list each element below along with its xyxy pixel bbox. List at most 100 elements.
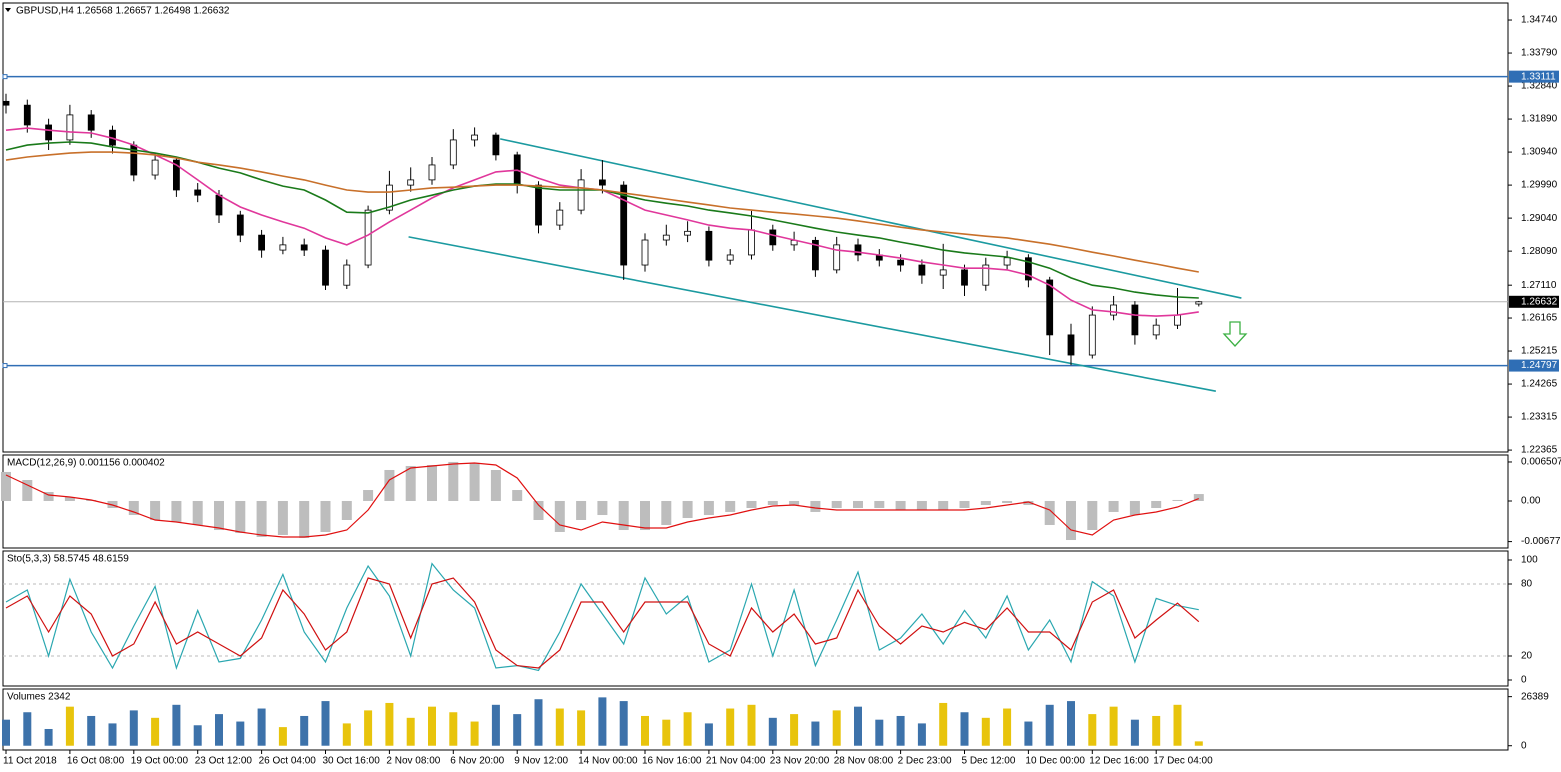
volume-bar [470, 721, 479, 746]
candle-body [961, 269, 968, 286]
volume-bar [65, 706, 74, 746]
volume-bar [981, 717, 990, 746]
panel-frame [2, 454, 1509, 549]
macd-bar [320, 500, 331, 532]
volume-bar [896, 715, 905, 746]
y-tick-label: 1.22365 [1521, 445, 1558, 456]
y-tick-label: 1.29040 [1521, 213, 1558, 224]
x-tick-label: 2 Dec 23:00 [898, 756, 952, 767]
macd-bar [341, 500, 352, 520]
volume-bar [875, 719, 884, 746]
volume-bar [960, 712, 969, 746]
volume-bar [1194, 741, 1203, 746]
volume-bar [1024, 721, 1033, 746]
volume-bar [385, 702, 394, 746]
candle-body [45, 124, 52, 141]
x-tick-label: 16 Nov 16:00 [642, 756, 702, 767]
volume-bar [1003, 708, 1012, 746]
price-label: 1.26632 [1521, 296, 1558, 307]
candle-body [1195, 301, 1203, 305]
macd-bar [277, 500, 288, 535]
y-tick-label: 0.006507 [1521, 457, 1561, 468]
volume-bar [854, 706, 862, 746]
x-tick-label: 23 Oct 12:00 [195, 756, 253, 767]
volume-bar [513, 714, 522, 746]
x-tick-label: 21 Nov 04:00 [706, 756, 766, 767]
oscillator-line [5, 577, 1200, 669]
x-tick-label: 17 Dec 04:00 [1153, 756, 1213, 767]
y-tick-label: 1.30940 [1521, 147, 1558, 158]
candle-body [2, 100, 10, 106]
y-tick-label: 0.00 [1521, 496, 1541, 507]
candle-body [897, 259, 904, 266]
candle-body [748, 229, 755, 256]
candle-body [151, 159, 159, 176]
volume-bar [342, 723, 351, 746]
macd-bar [22, 480, 33, 501]
volume-bar [768, 717, 777, 746]
macd-bar [725, 500, 736, 512]
volume-bar [726, 708, 735, 746]
y-tick-label: 26389 [1521, 691, 1549, 702]
channel-line [499, 138, 1242, 299]
volume-bar [449, 712, 458, 746]
macd-bar [980, 500, 991, 506]
volume-bar [215, 714, 223, 746]
candle-body [471, 134, 479, 141]
x-tick-label: 11 Oct 2018 [3, 756, 57, 767]
macd-bar [597, 500, 608, 516]
candle-body [833, 244, 841, 271]
volume-bar [939, 702, 948, 746]
macd-bar [767, 500, 778, 506]
volume-bar [364, 710, 373, 746]
macd-bar [427, 465, 437, 501]
volume-bar [598, 697, 607, 746]
y-tick-label: 80 [1521, 579, 1533, 590]
x-tick-label: 26 Oct 04:00 [259, 756, 317, 767]
x-tick-label: 16 Oct 08:00 [67, 756, 125, 767]
volume-bar [300, 715, 309, 746]
candle-body [492, 134, 500, 156]
macd-bar [554, 500, 565, 532]
x-tick-label: 2 Nov 08:00 [386, 756, 440, 767]
macd-bar [618, 500, 629, 531]
volume-bar [1045, 704, 1054, 746]
x-tick-label: 30 Oct 16:00 [323, 756, 381, 767]
x-tick-label: 23 Nov 20:00 [770, 756, 830, 767]
y-tick-label: 0 [1521, 740, 1527, 751]
macd-bar [150, 500, 161, 520]
candle-body [1131, 304, 1139, 336]
volume-bar [641, 715, 649, 746]
volume-bar [577, 710, 586, 746]
macd-bar [703, 500, 714, 516]
candle-body [66, 114, 74, 141]
volume-bar [172, 704, 181, 746]
y-tick-label: 1.33790 [1521, 48, 1558, 59]
macd-bar [256, 500, 267, 537]
macd-bar [895, 500, 906, 510]
candle-body [769, 229, 777, 246]
volume-bar [683, 712, 692, 746]
candle-body [449, 139, 457, 166]
volume-bar [662, 719, 671, 746]
candle-body [343, 264, 351, 286]
x-tick-label: 5 Dec 12:00 [962, 756, 1016, 767]
macd-bar [916, 500, 927, 510]
macd-bar [1002, 500, 1013, 503]
candle-body [428, 164, 436, 181]
line-label-box [1509, 359, 1559, 372]
panel-title: MACD(12,26,9) 0.001156 0.000402 [7, 458, 165, 469]
line-handle [2, 74, 8, 80]
volume-bar [193, 725, 202, 746]
candle-body [322, 249, 329, 286]
macd-bar [746, 500, 757, 509]
macd-bar [235, 500, 246, 534]
y-tick-label: 1.29990 [1521, 180, 1558, 191]
macd-bar [789, 500, 800, 506]
volume-bar [321, 701, 330, 746]
volume-bar [619, 701, 628, 746]
price-label-box [1509, 295, 1559, 308]
y-tick-label: 1.32840 [1521, 81, 1558, 92]
